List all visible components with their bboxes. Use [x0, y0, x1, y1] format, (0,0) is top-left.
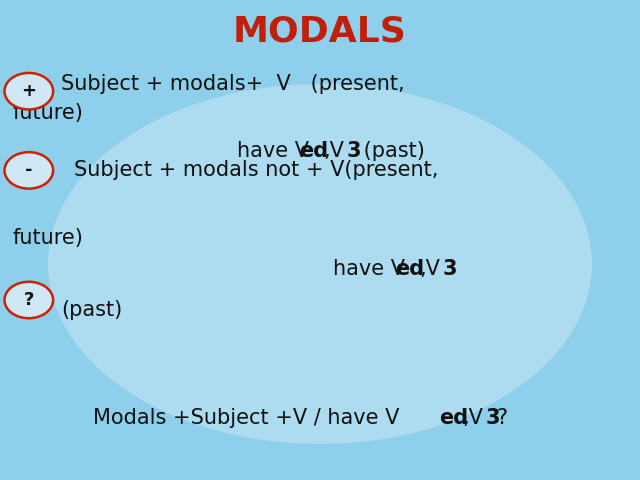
Text: future): future) — [13, 228, 84, 248]
Text: ed: ed — [300, 141, 329, 161]
Text: ,V: ,V — [463, 408, 484, 428]
Circle shape — [4, 73, 53, 109]
Text: MODALS: MODALS — [233, 14, 407, 48]
Text: ,V: ,V — [419, 259, 440, 279]
Text: -: - — [25, 161, 33, 180]
Text: ?: ? — [496, 408, 507, 428]
Text: ed: ed — [396, 259, 425, 279]
Text: ?: ? — [24, 291, 34, 309]
Text: Modals +Subject +V / have V: Modals +Subject +V / have V — [93, 408, 399, 428]
Circle shape — [4, 152, 53, 189]
Text: (past): (past) — [61, 300, 122, 320]
Text: Subject + modals not + V(present,: Subject + modals not + V(present, — [74, 160, 438, 180]
Text: ,V: ,V — [323, 141, 344, 161]
Text: (past): (past) — [357, 141, 425, 161]
Text: +: + — [21, 82, 36, 100]
Ellipse shape — [48, 84, 592, 444]
Text: ed: ed — [439, 408, 468, 428]
Text: have V: have V — [237, 141, 309, 161]
Text: 3: 3 — [346, 141, 361, 161]
Text: 3: 3 — [442, 259, 457, 279]
Text: have V: have V — [333, 259, 405, 279]
Text: Subject + modals+  V   (present,: Subject + modals+ V (present, — [61, 74, 404, 94]
Text: future): future) — [13, 103, 84, 123]
Text: 3: 3 — [485, 408, 500, 428]
Circle shape — [4, 282, 53, 318]
